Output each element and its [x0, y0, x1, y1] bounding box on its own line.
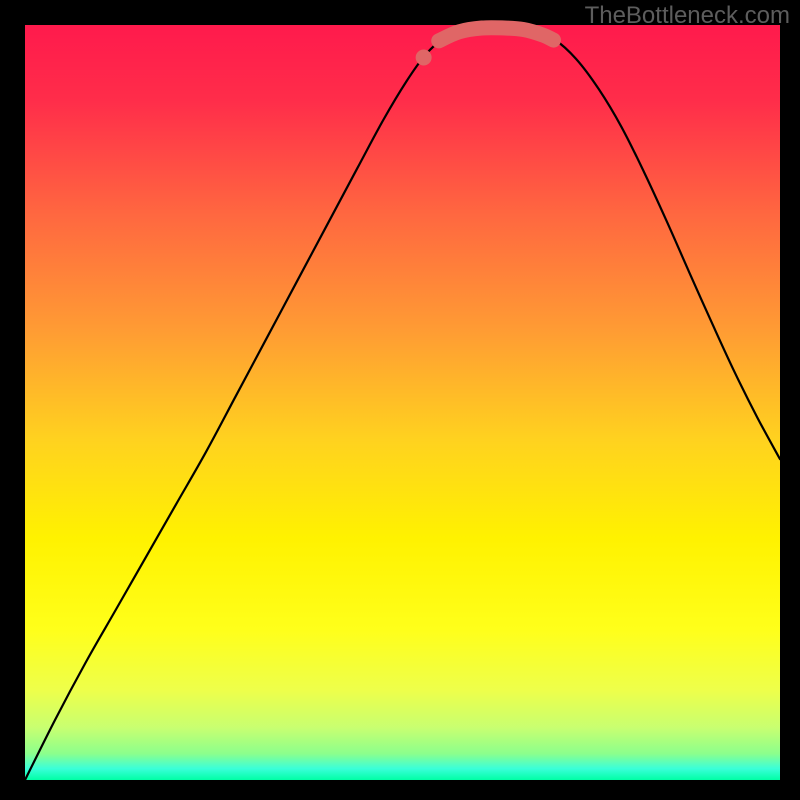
chart-svg [0, 0, 800, 800]
current-position-dot [416, 49, 432, 65]
bottleneck-chart: TheBottleneck.com [0, 0, 800, 800]
heat-gradient [25, 25, 780, 780]
